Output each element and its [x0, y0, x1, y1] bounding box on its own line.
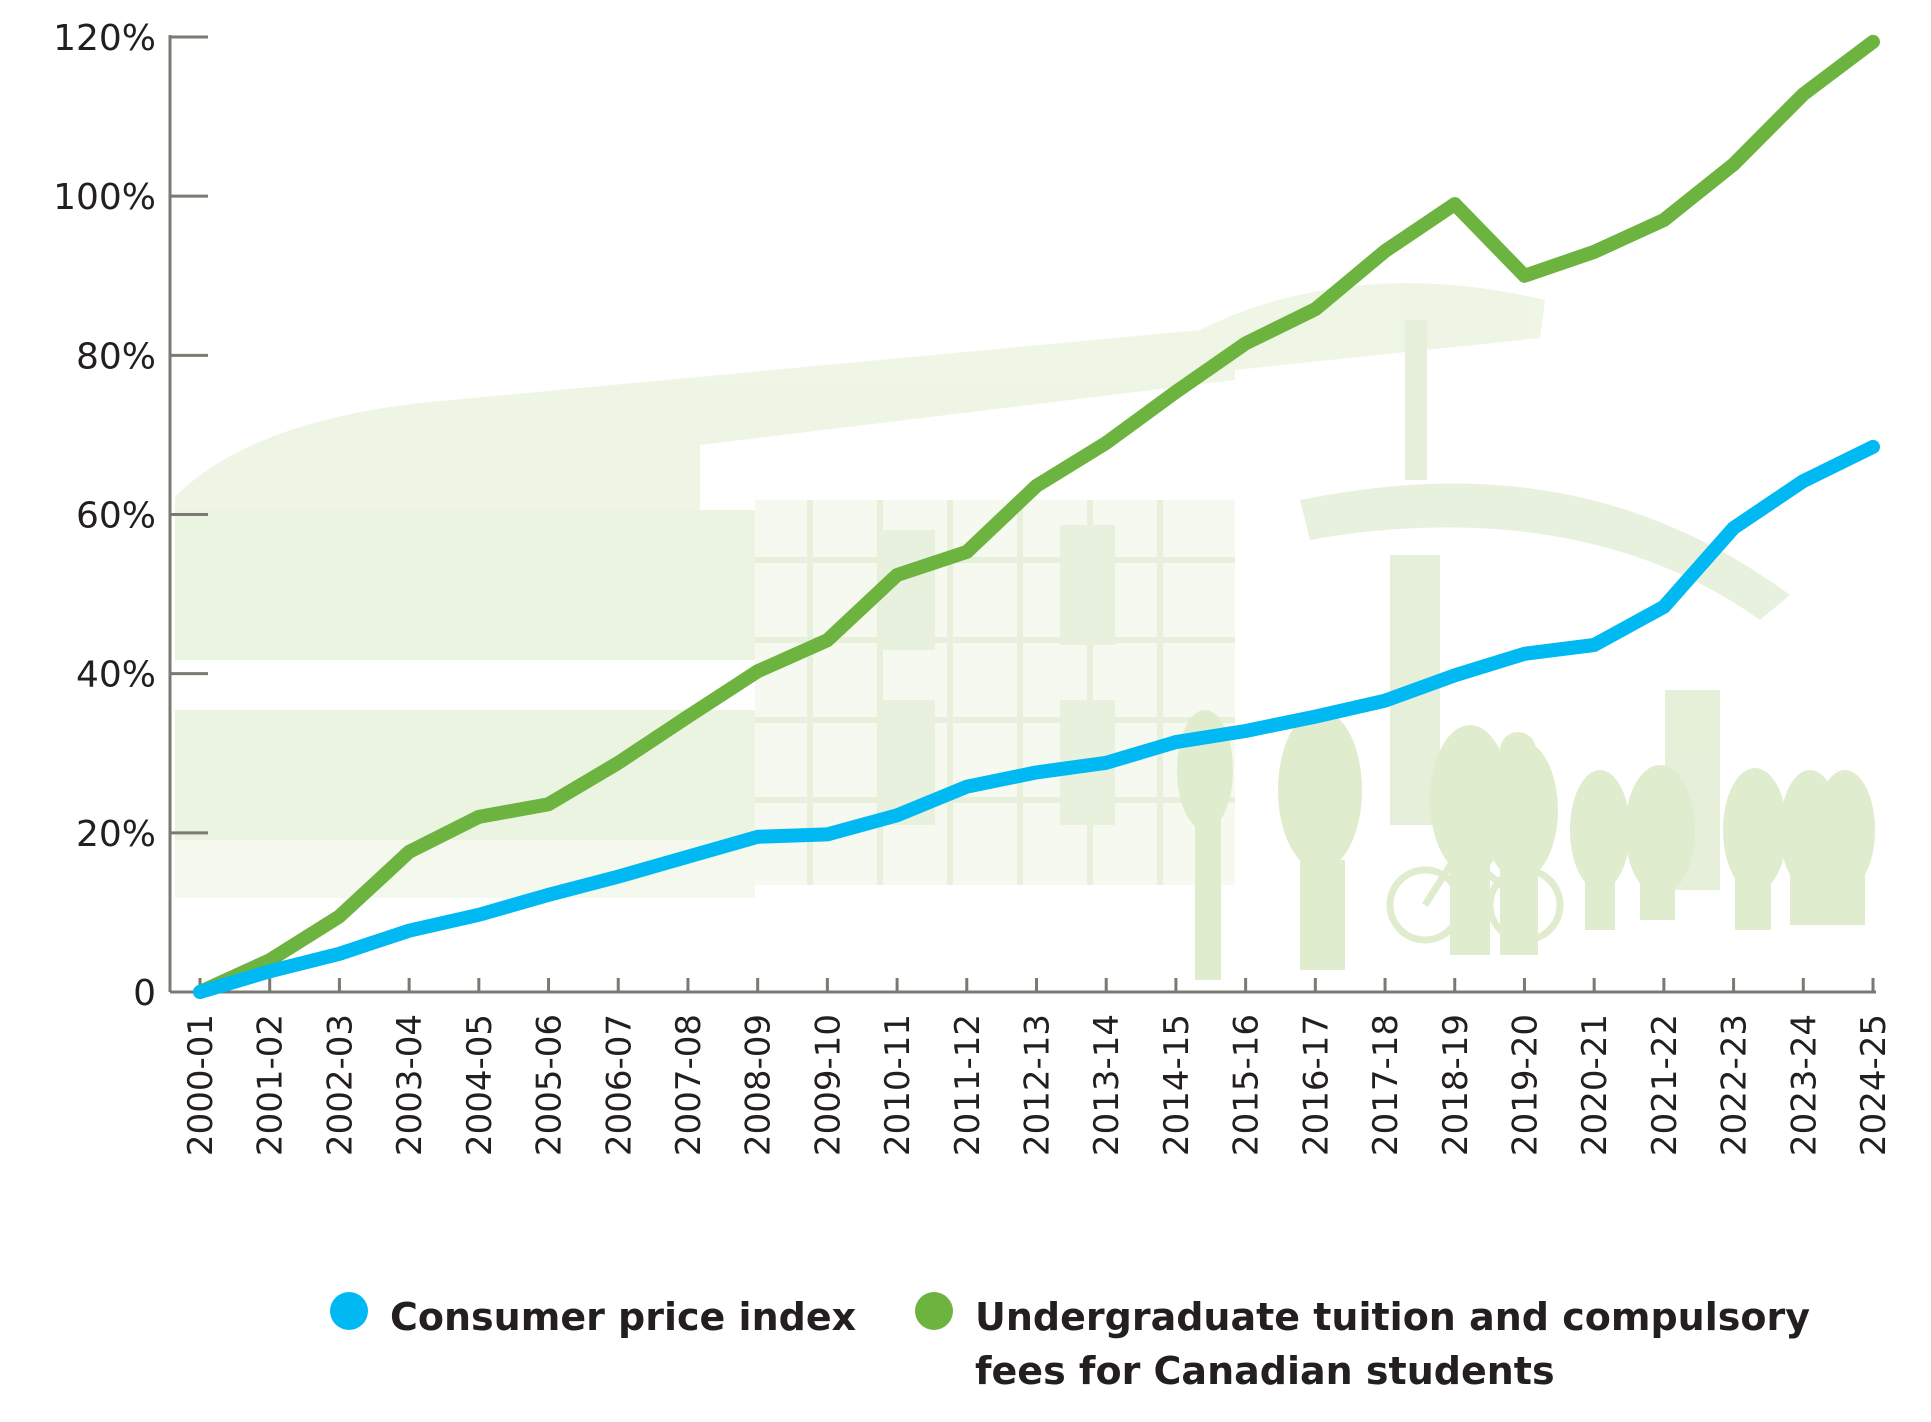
x-tick-label: 2007-08 — [669, 1014, 709, 1156]
x-tick-label: 2024-25 — [1854, 1014, 1894, 1156]
x-tick-label: 2018-19 — [1436, 1014, 1476, 1156]
building-wall-left — [175, 510, 760, 660]
y-tick-label: 120% — [53, 18, 156, 59]
x-tick-label: 2010-11 — [878, 1014, 918, 1156]
x-tick-label: 2001-02 — [251, 1014, 291, 1156]
x-tick-label: 2019-20 — [1505, 1014, 1545, 1156]
y-tick-label: 60% — [76, 496, 156, 537]
x-tick-label: 2017-18 — [1366, 1014, 1406, 1156]
series-line-tuition — [193, 34, 1880, 999]
y-tick-label: 0 — [133, 973, 156, 1014]
x-tick-label: 2020-21 — [1575, 1014, 1615, 1156]
x-tick-label: 2015-16 — [1227, 1014, 1267, 1156]
x-tick-label: 2005-06 — [530, 1014, 570, 1156]
canopy — [1300, 483, 1790, 620]
x-tick-label: 2013-14 — [1087, 1014, 1127, 1156]
pillar — [1060, 525, 1115, 645]
axes: 0 20% 40% 60% 80% 100% 120% 2000-01 2001-02 2002-… — [53, 18, 1894, 1156]
y-tick-label: 100% — [53, 177, 156, 218]
x-tick-label: 2021-22 — [1645, 1014, 1685, 1156]
x-tick-label: 2008-09 — [739, 1014, 779, 1156]
x-tick-label: 2004-05 — [460, 1014, 500, 1156]
series-layer — [193, 34, 1880, 999]
pillar — [1405, 320, 1427, 480]
bicycle-silhouette — [1386, 844, 1564, 944]
y-tick-label: 80% — [76, 336, 156, 377]
x-tick-label: 2011-12 — [948, 1014, 988, 1156]
campus-background-illustration — [175, 283, 1875, 980]
x-tick-label: 2003-04 — [390, 1014, 430, 1156]
x-tick-label: 2009-10 — [808, 1014, 848, 1156]
y-tick-label: 40% — [76, 655, 156, 696]
building-roof — [175, 283, 1545, 510]
x-tick-label: 2023-24 — [1784, 1014, 1824, 1156]
x-tick-label: 2006-07 — [599, 1014, 639, 1156]
x-tick-label: 2016-17 — [1296, 1014, 1336, 1156]
x-tick-label: 2000-01 — [181, 1014, 221, 1156]
x-tick-label: 2002-03 — [320, 1014, 360, 1156]
x-tick-label: 2022-23 — [1715, 1014, 1755, 1156]
students-silhouette — [1177, 710, 1875, 980]
y-tick-label: 20% — [76, 814, 156, 855]
building-facade — [755, 500, 1235, 885]
x-tick-label: 2014-15 — [1157, 1014, 1197, 1156]
series-line-cpi — [193, 439, 1880, 999]
x-tick-label: 2012-13 — [1018, 1014, 1058, 1156]
